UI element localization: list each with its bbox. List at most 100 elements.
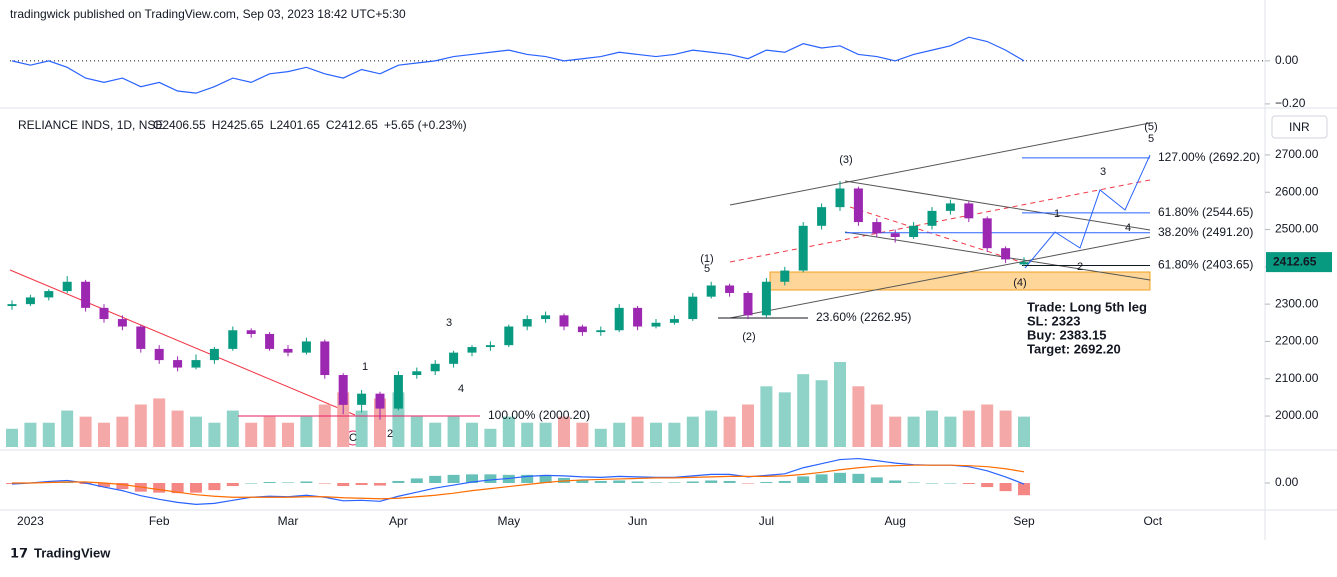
candle-body [136,326,146,349]
histogram-bar [190,483,202,493]
y-tick-label: 2700.00 [1275,147,1319,161]
projection [1024,154,1151,269]
publisher: tradingwick published on TradingView.com… [10,7,406,21]
demand-zone [769,271,1151,291]
volume-bar [79,416,92,447]
drawings [0,0,1337,540]
histogram-bar [613,480,626,483]
volume-bar [870,404,883,447]
x-tick-label: May [497,514,520,528]
wave-label: 4 [458,383,464,395]
candle-body [25,297,35,305]
candle-body [982,218,992,249]
candle-body [964,203,974,219]
histogram-bar [576,479,589,483]
brand-logo: 𝟭𝟳 [10,545,28,560]
candle-body [449,352,459,364]
y-tick-label: 0.00 [1275,475,1299,489]
volume-bar [650,422,662,447]
volume-bar [907,416,920,447]
volume-bar [42,422,55,447]
volume-bar [1018,416,1030,447]
candle-body [835,188,845,208]
candle-body [357,393,367,405]
histogram-bar [208,483,221,491]
histogram-bar [466,474,478,483]
histogram-bar [705,480,718,483]
wave-label: C [349,432,357,444]
histogram-bar [797,476,810,483]
currency[interactable]: INR [1289,120,1310,134]
volume-bar [484,428,497,447]
wave-label: 2 [387,428,393,440]
histogram-bar [263,481,276,483]
macd-line [11,457,1025,505]
candle-body [669,319,679,323]
candle-body [614,307,624,331]
candle-body [817,207,827,226]
volume-bar [631,416,644,447]
candle-body [375,393,385,409]
candle-body [651,322,661,327]
last-price-badge [1266,252,1332,273]
x-tick-label: Aug [885,514,906,528]
candle-body [780,270,790,282]
candle-body [246,330,256,334]
histogram-bar [778,480,791,483]
candle-body [228,330,238,349]
histogram-bar [153,483,166,493]
y-tick-label: 2600.00 [1275,184,1319,198]
candle-body [522,319,532,327]
histogram-bar [1018,483,1030,496]
histogram-bar [245,483,258,484]
candle-body [559,315,569,327]
y-tick-label: −0.20 [1275,96,1306,110]
histogram-bar [337,483,350,487]
candle-body [154,348,164,361]
volume-bar [61,410,74,447]
candle-body [927,210,937,226]
trade-note: SL: 2323 [1027,313,1080,328]
volume-bar [981,404,994,447]
volume-bar [116,416,129,447]
channel-line [729,122,1151,206]
volume-bar [208,422,221,447]
fib-label: 127.00% (2692.20) [1158,150,1260,164]
histogram-bar [723,480,736,483]
fib-label: 38.20% (2491.20) [1158,225,1253,239]
ohlc-legend: 2425.65 [220,118,264,132]
histogram-bar [815,474,828,483]
histogram-bar [962,483,975,485]
currency-box[interactable] [1271,115,1328,139]
volume-bar [705,410,718,447]
candle-body [761,281,771,316]
volume-bar [668,422,681,447]
candle-body [633,307,643,327]
volume-bar [318,404,331,447]
y-tick-label: 2100.00 [1275,371,1319,385]
volume-bar [134,404,147,447]
histogram-bar [521,474,534,483]
histogram-bar [742,483,754,484]
histogram-bar [300,481,313,483]
volume-bar [889,416,902,447]
volume-bar [226,410,239,447]
volume-bar [852,386,865,447]
histogram-bar [944,483,957,484]
oscillator-line [11,36,1025,94]
candle-body [81,281,91,308]
candle-body [688,296,698,320]
candle-body [743,292,753,316]
x-tick-label: Mar [278,514,299,528]
histogram-bar [484,474,497,483]
fib-label: 100.00% (2000.20) [488,408,590,422]
candle-body [725,285,735,293]
wave-label: (5) [1144,121,1157,133]
candle-body [283,348,293,353]
histogram-bar [226,483,239,487]
channel-mid [849,206,1031,266]
wave-label: (1) [700,253,713,265]
histogram-bar [318,483,331,484]
volume-bar [282,422,294,447]
volume-bar [447,416,460,447]
